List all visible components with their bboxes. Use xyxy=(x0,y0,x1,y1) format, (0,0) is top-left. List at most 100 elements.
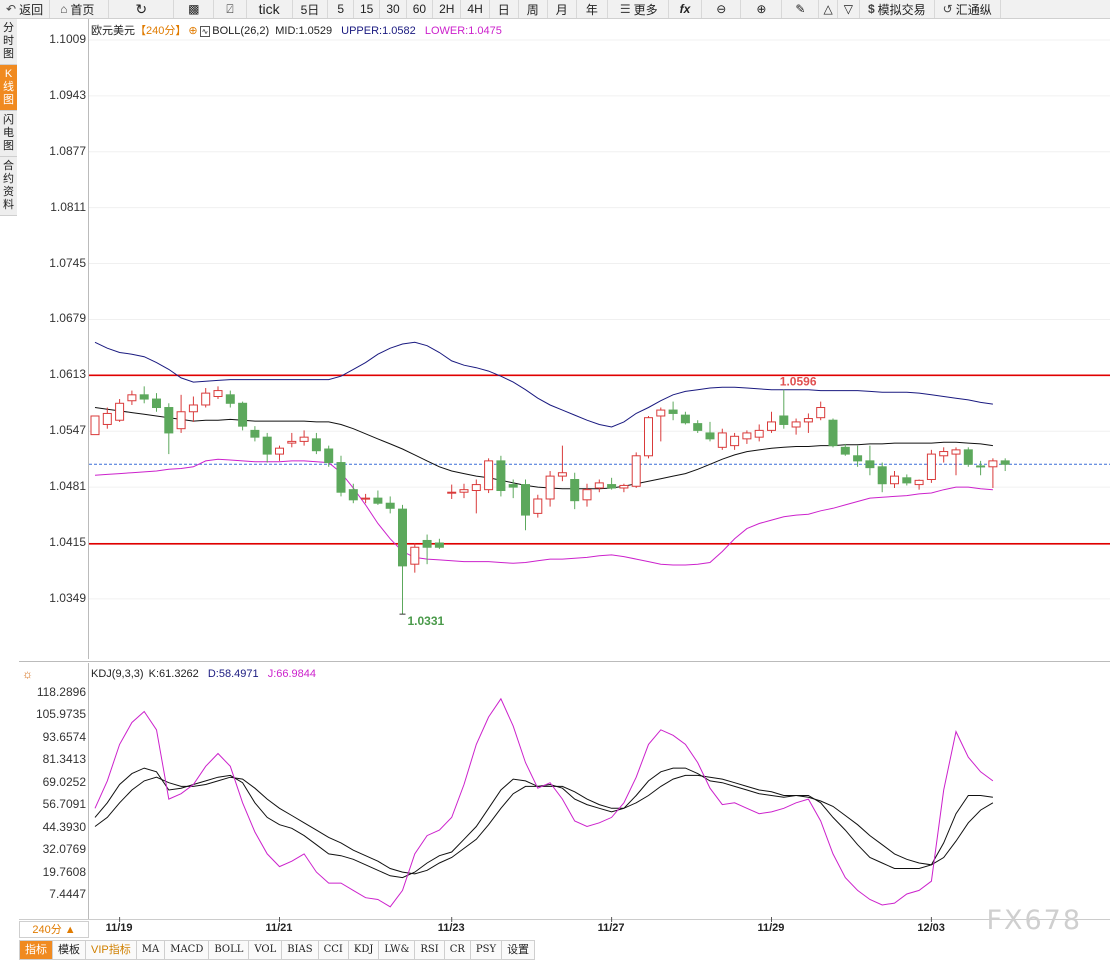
candle-body xyxy=(594,482,604,489)
boll-lower-value: LOWER:1.0475 xyxy=(424,25,502,37)
candle-body xyxy=(508,484,518,488)
kdj-k-value: K:61.3262 xyxy=(148,668,199,680)
candle-body xyxy=(102,412,112,425)
main-y-tick-label: 1.1009 xyxy=(49,32,86,46)
boll-upper-line xyxy=(94,341,993,428)
kdj-y-tick-label: 93.6574 xyxy=(42,729,86,744)
boll-label: BOLL(26,2) xyxy=(212,25,270,37)
candle-body xyxy=(238,402,248,427)
tab-psy[interactable]: PSY xyxy=(470,940,503,960)
period-30[interactable]: 30 xyxy=(380,0,407,18)
candle-body xyxy=(570,479,580,502)
candle-body xyxy=(890,475,899,485)
period-60[interactable]: 60 xyxy=(407,0,434,18)
candle-body xyxy=(213,390,223,398)
caret-up-icon: ▲ xyxy=(64,924,76,936)
tab-cr[interactable]: CR xyxy=(444,940,471,960)
candle-body xyxy=(447,491,457,494)
chart-type-button[interactable]: ▩ xyxy=(174,0,215,18)
main-y-tick-label: 1.0811 xyxy=(50,199,86,214)
candle-body xyxy=(619,484,629,489)
tick-button[interactable]: tick xyxy=(247,0,293,18)
candle-body xyxy=(422,539,432,548)
tab-rsi[interactable]: RSI xyxy=(415,940,445,960)
candle-body xyxy=(176,411,186,430)
menu-icon: ☰ xyxy=(619,2,631,16)
toolbar: ↶ 返回 ⌂ 首页 ↻ ▩ ⍁ tick 5日 5 15 30 60 2H 4H 日… xyxy=(0,0,1110,19)
tab-cci[interactable]: CCI xyxy=(318,940,349,960)
period-year[interactable]: 年 xyxy=(577,0,608,18)
candle-body xyxy=(299,436,309,442)
main-panel-frame xyxy=(88,19,89,659)
triangle-up-icon: △ xyxy=(823,2,833,16)
pencil-icon: ✎ xyxy=(795,2,806,16)
main-y-tick-label: 1.0943 xyxy=(49,87,86,102)
period-4h[interactable]: 4H xyxy=(461,0,490,18)
kdj-settings-icon[interactable]: ☼ xyxy=(22,667,33,681)
more-button[interactable]: ☰ 更多 xyxy=(608,0,669,18)
tab-macd[interactable]: MACD xyxy=(165,940,210,960)
zoom-out-button[interactable]: ⊖ xyxy=(702,0,742,18)
triangle-down-button[interactable]: ▽ xyxy=(838,0,860,18)
tab-vol[interactable]: VOL xyxy=(249,940,283,960)
back-button[interactable]: ↶ 返回 xyxy=(0,0,51,18)
main-y-tick-label: 1.0877 xyxy=(49,143,86,158)
zoom-out-icon: ⊖ xyxy=(716,2,727,16)
candle-button[interactable]: ⍁ xyxy=(214,0,247,18)
kdj-j-value: J:66.9844 xyxy=(267,668,317,680)
tab-vip-indicator[interactable]: VIP指标 xyxy=(86,940,137,960)
period-select[interactable]: 240分 ▲ xyxy=(19,921,89,938)
tab-template[interactable]: 模板 xyxy=(53,940,86,960)
candle-body xyxy=(877,466,887,485)
period-5day[interactable]: 5日 xyxy=(293,0,329,18)
tab-settings[interactable]: 设置 xyxy=(502,940,536,960)
xaxis-divider xyxy=(19,919,1110,920)
kdj-d-line xyxy=(94,774,994,875)
period-day[interactable]: 日 xyxy=(490,0,519,18)
tab-kdj[interactable]: KDJ xyxy=(348,940,380,960)
refresh-button[interactable]: ↻ xyxy=(109,0,175,18)
draw-line-button[interactable]: ✎ xyxy=(782,0,820,18)
tab-contract-info[interactable]: 合约资料 xyxy=(0,157,17,216)
x-tick-label: 11/29 xyxy=(757,922,785,934)
period-month[interactable]: 月 xyxy=(548,0,577,18)
settings-icon[interactable]: ⊕ xyxy=(188,25,198,37)
candle-body xyxy=(311,438,321,452)
candle-body xyxy=(631,455,641,487)
tab-bias[interactable]: BIAS xyxy=(282,940,319,960)
period-15[interactable]: 15 xyxy=(354,0,381,18)
tab-boll[interactable]: BOLL xyxy=(209,940,250,960)
period-5[interactable]: 5 xyxy=(328,0,354,18)
candle-body xyxy=(742,432,752,440)
huitong-button[interactable]: ↺ 汇通纵 xyxy=(935,0,1001,18)
tab-lw[interactable]: LW& xyxy=(379,940,416,960)
x-tick-label: 12/03 xyxy=(917,922,945,934)
kdj-label: KDJ(9,3,3) xyxy=(91,668,144,680)
home-button[interactable]: ⌂ 首页 xyxy=(50,0,110,18)
tab-time-chart[interactable]: 分时图 xyxy=(0,19,17,65)
candle-body xyxy=(398,508,407,567)
formula-button[interactable]: fx xyxy=(669,0,703,18)
kdj-y-tick-label: 118.2896 xyxy=(36,684,86,699)
candle-body xyxy=(865,460,875,469)
kdj-y-tick-label: 7.4447 xyxy=(49,887,86,902)
candle-body xyxy=(853,455,863,462)
candle-body xyxy=(926,453,936,480)
zoom-in-button[interactable]: ⊕ xyxy=(741,0,783,18)
period-2h[interactable]: 2H xyxy=(433,0,462,18)
candle-body xyxy=(127,394,137,402)
period-week[interactable]: 周 xyxy=(519,0,548,18)
triangle-up-button[interactable]: △ xyxy=(819,0,838,18)
tab-ma[interactable]: MA xyxy=(136,940,166,960)
candle-body xyxy=(730,435,740,447)
candle-body xyxy=(521,484,530,516)
simulated-trade-button[interactable]: $ 模拟交易 xyxy=(860,0,935,18)
tab-flash-chart[interactable]: 闪电图 xyxy=(0,111,17,157)
boll-mid-value: MID:1.0529 xyxy=(275,25,333,37)
low-price-label: 1.0331 xyxy=(408,614,445,628)
circle-arrow-icon: ↺ xyxy=(942,2,953,16)
candle-body xyxy=(976,465,986,468)
tab-indicator[interactable]: 指标 xyxy=(19,940,53,960)
